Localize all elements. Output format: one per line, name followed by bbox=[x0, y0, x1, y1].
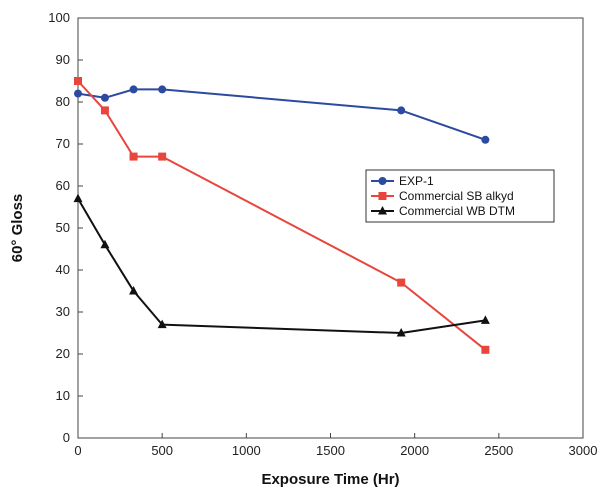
y-tick-label: 80 bbox=[56, 94, 70, 109]
legend-item: Commercial WB DTM bbox=[371, 204, 515, 218]
x-tick-label: 1500 bbox=[316, 443, 345, 458]
x-tick-label: 500 bbox=[151, 443, 173, 458]
series-2 bbox=[74, 77, 490, 354]
y-tick-label: 100 bbox=[48, 10, 70, 25]
y-tick-label: 90 bbox=[56, 52, 70, 67]
x-axis-ticks: 0 500 1000 1500 2000 2500 3000 bbox=[74, 433, 597, 458]
x-axis-title: Exposure Time (Hr) bbox=[261, 471, 399, 488]
data-point bbox=[480, 315, 490, 324]
y-tick-label: 60 bbox=[56, 178, 70, 193]
data-point bbox=[100, 106, 109, 115]
x-tick-label: 2000 bbox=[400, 443, 429, 458]
series-line bbox=[77, 198, 486, 334]
legend-label: EXP-1 bbox=[399, 174, 434, 188]
legend-item: EXP-1 bbox=[371, 174, 434, 188]
series-3 bbox=[73, 193, 490, 337]
y-axis-ticks: 0 10 20 30 40 50 60 70 80 90 100 bbox=[48, 10, 83, 445]
data-point bbox=[481, 135, 490, 144]
legend-item: Commercial SB alkyd bbox=[371, 189, 514, 203]
y-tick-label: 50 bbox=[56, 220, 70, 235]
plot-area bbox=[77, 17, 584, 439]
y-tick-label: 0 bbox=[63, 430, 70, 445]
legend-label: Commercial WB DTM bbox=[399, 204, 515, 218]
data-point bbox=[74, 77, 82, 85]
series-line bbox=[77, 88, 486, 141]
x-tick-label: 0 bbox=[74, 443, 81, 458]
data-point bbox=[74, 89, 82, 98]
legend-label: Commercial SB alkyd bbox=[399, 189, 514, 203]
x-tick-label: 1000 bbox=[232, 443, 261, 458]
plot-frame bbox=[77, 17, 584, 439]
legend-swatch-marker bbox=[378, 177, 387, 185]
x-tick-label: 2500 bbox=[484, 443, 513, 458]
y-tick-label: 30 bbox=[56, 304, 70, 319]
y-tick-label: 40 bbox=[56, 262, 70, 277]
y-axis-title: 60° Gloss bbox=[9, 194, 26, 263]
data-point bbox=[129, 85, 138, 94]
data-point bbox=[481, 345, 490, 354]
data-point bbox=[397, 106, 406, 115]
y-tick-label: 20 bbox=[56, 346, 70, 361]
data-point bbox=[158, 85, 167, 94]
data-point bbox=[396, 328, 406, 337]
data-point bbox=[100, 93, 109, 102]
data-point bbox=[100, 239, 110, 249]
data-point bbox=[397, 278, 406, 287]
data-point bbox=[73, 193, 83, 203]
legend-box bbox=[365, 169, 555, 223]
x-tick-label: 3000 bbox=[569, 443, 598, 458]
legend-swatch-marker bbox=[378, 192, 387, 200]
y-tick-label: 70 bbox=[56, 136, 70, 151]
series-line bbox=[77, 80, 486, 351]
data-point bbox=[129, 286, 139, 295]
legend-swatch-marker bbox=[378, 206, 387, 215]
data-point bbox=[129, 152, 138, 161]
series-1 bbox=[74, 85, 490, 144]
series-layer bbox=[73, 77, 490, 354]
data-point bbox=[157, 319, 167, 329]
data-point bbox=[158, 152, 167, 161]
y-tick-label: 10 bbox=[56, 388, 70, 403]
